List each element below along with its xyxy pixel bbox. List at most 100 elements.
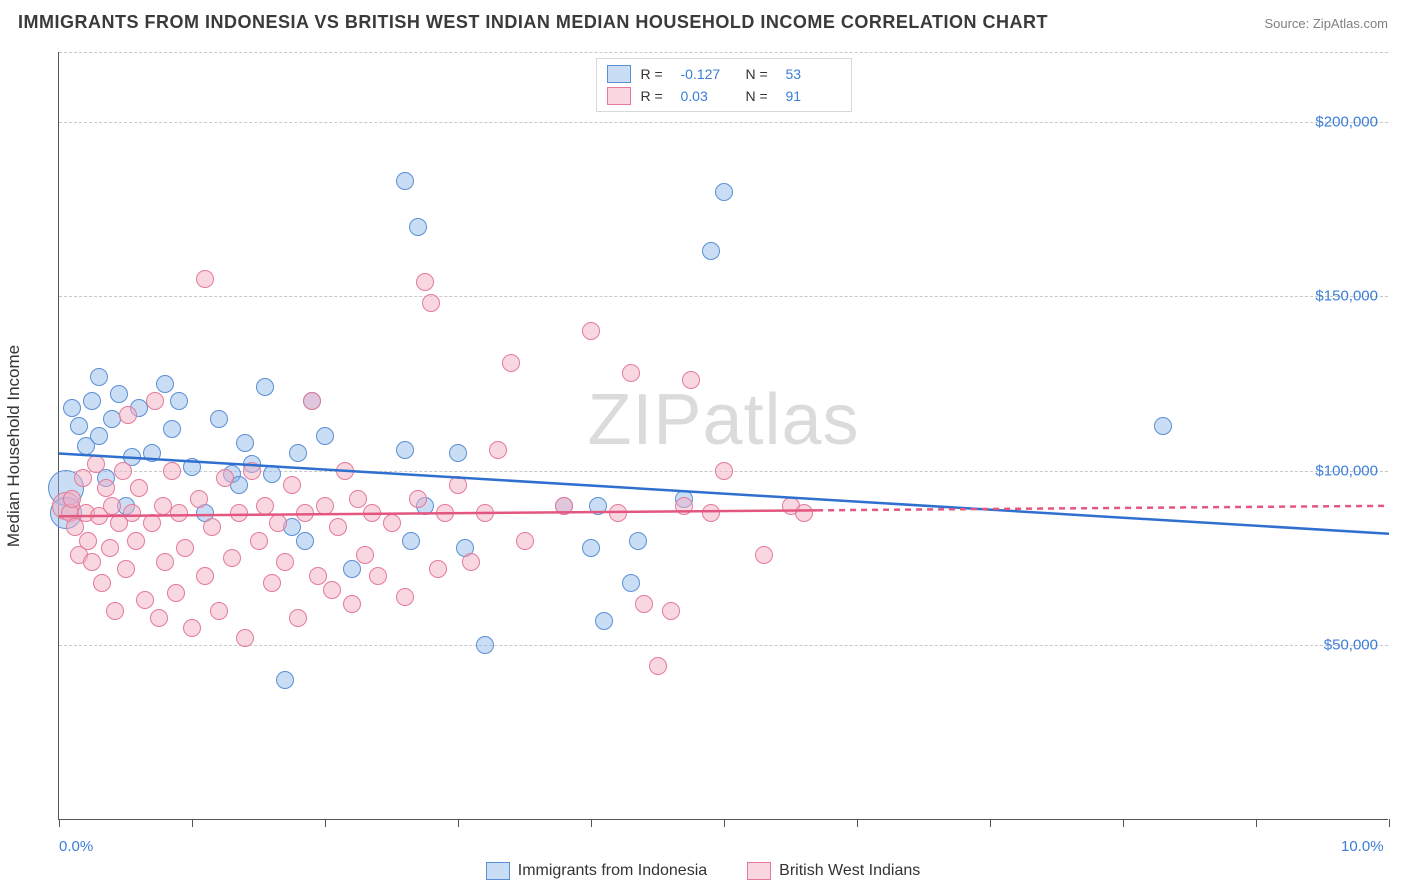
- data-point-bwi: [363, 504, 381, 522]
- data-point-indonesia: [63, 399, 81, 417]
- data-point-bwi: [119, 406, 137, 424]
- data-point-bwi: [383, 514, 401, 532]
- x-tick: [990, 819, 991, 827]
- data-point-bwi: [715, 462, 733, 480]
- data-point-indonesia: [449, 444, 467, 462]
- data-point-bwi: [79, 532, 97, 550]
- data-point-indonesia: [163, 420, 181, 438]
- data-point-bwi: [409, 490, 427, 508]
- n-value-bwi: 91: [786, 88, 841, 104]
- data-point-indonesia: [170, 392, 188, 410]
- data-point-indonesia: [622, 574, 640, 592]
- data-point-indonesia: [396, 441, 414, 459]
- x-tick: [192, 819, 193, 827]
- data-point-indonesia: [83, 392, 101, 410]
- data-point-bwi: [622, 364, 640, 382]
- gridline: [59, 122, 1388, 123]
- legend-label-indonesia: Immigrants from Indonesia: [518, 862, 707, 880]
- x-tick: [1123, 819, 1124, 827]
- n-label: N =: [746, 66, 776, 82]
- data-point-bwi: [263, 574, 281, 592]
- trend-line-dashed-bwi: [817, 506, 1389, 511]
- x-tick: [59, 819, 60, 827]
- legend-item-indonesia: Immigrants from Indonesia: [486, 862, 707, 880]
- y-axis-title: Median Household Income: [4, 345, 24, 547]
- data-point-bwi: [236, 629, 254, 647]
- swatch-bwi-icon: [607, 87, 631, 105]
- data-point-bwi: [176, 539, 194, 557]
- data-point-bwi: [502, 354, 520, 372]
- data-point-bwi: [702, 504, 720, 522]
- r-value-indonesia: -0.127: [681, 66, 736, 82]
- legend-bottom: Immigrants from Indonesia British West I…: [0, 862, 1406, 880]
- data-point-bwi: [555, 497, 573, 515]
- data-point-indonesia: [143, 444, 161, 462]
- data-point-bwi: [196, 270, 214, 288]
- chart-title: IMMIGRANTS FROM INDONESIA VS BRITISH WES…: [18, 12, 1048, 33]
- data-point-bwi: [190, 490, 208, 508]
- data-point-indonesia: [582, 539, 600, 557]
- x-tick: [724, 819, 725, 827]
- legend-item-bwi: British West Indians: [747, 862, 920, 880]
- x-tick: [458, 819, 459, 827]
- n-value-indonesia: 53: [786, 66, 841, 82]
- swatch-bwi-icon: [747, 862, 771, 880]
- data-point-bwi: [449, 476, 467, 494]
- data-point-bwi: [114, 462, 132, 480]
- data-point-bwi: [429, 560, 447, 578]
- data-point-indonesia: [402, 532, 420, 550]
- data-point-bwi: [130, 479, 148, 497]
- data-point-indonesia: [476, 636, 494, 654]
- x-tick: [325, 819, 326, 827]
- data-point-bwi: [289, 609, 307, 627]
- data-point-indonesia: [263, 465, 281, 483]
- data-point-bwi: [675, 497, 693, 515]
- data-point-bwi: [283, 476, 301, 494]
- n-label: N =: [746, 88, 776, 104]
- data-point-bwi: [795, 504, 813, 522]
- data-point-indonesia: [629, 532, 647, 550]
- data-point-indonesia: [296, 532, 314, 550]
- swatch-indonesia-icon: [607, 65, 631, 83]
- gridline: [59, 645, 1388, 646]
- data-point-indonesia: [409, 218, 427, 236]
- data-point-bwi: [163, 462, 181, 480]
- data-point-indonesia: [276, 671, 294, 689]
- data-point-bwi: [156, 553, 174, 571]
- data-point-indonesia: [256, 378, 274, 396]
- data-point-bwi: [296, 504, 314, 522]
- r-value-bwi: 0.03: [681, 88, 736, 104]
- data-point-bwi: [230, 504, 248, 522]
- gridline: [59, 296, 1388, 297]
- data-point-bwi: [489, 441, 507, 459]
- data-point-bwi: [256, 497, 274, 515]
- data-point-bwi: [167, 584, 185, 602]
- data-point-bwi: [170, 504, 188, 522]
- data-point-bwi: [117, 560, 135, 578]
- data-point-bwi: [356, 546, 374, 564]
- y-tick-label: $200,000: [1315, 113, 1378, 130]
- data-point-indonesia: [90, 427, 108, 445]
- legend-stats-row-bwi: R = 0.03 N = 91: [607, 85, 841, 107]
- data-point-indonesia: [715, 183, 733, 201]
- data-point-bwi: [183, 619, 201, 637]
- data-point-bwi: [203, 518, 221, 536]
- x-tick: [1256, 819, 1257, 827]
- data-point-bwi: [269, 514, 287, 532]
- data-point-bwi: [316, 497, 334, 515]
- watermark: ZIPatlas: [587, 379, 859, 461]
- x-tick-label: 0.0%: [59, 838, 93, 855]
- data-point-bwi: [303, 392, 321, 410]
- data-point-bwi: [336, 462, 354, 480]
- data-point-indonesia: [343, 560, 361, 578]
- data-point-bwi: [635, 595, 653, 613]
- data-point-bwi: [369, 567, 387, 585]
- watermark-bold: ZIP: [587, 380, 702, 460]
- data-point-bwi: [329, 518, 347, 536]
- data-point-bwi: [422, 294, 440, 312]
- data-point-bwi: [146, 392, 164, 410]
- data-point-bwi: [582, 322, 600, 340]
- data-point-indonesia: [210, 410, 228, 428]
- data-point-bwi: [343, 595, 361, 613]
- data-point-bwi: [87, 455, 105, 473]
